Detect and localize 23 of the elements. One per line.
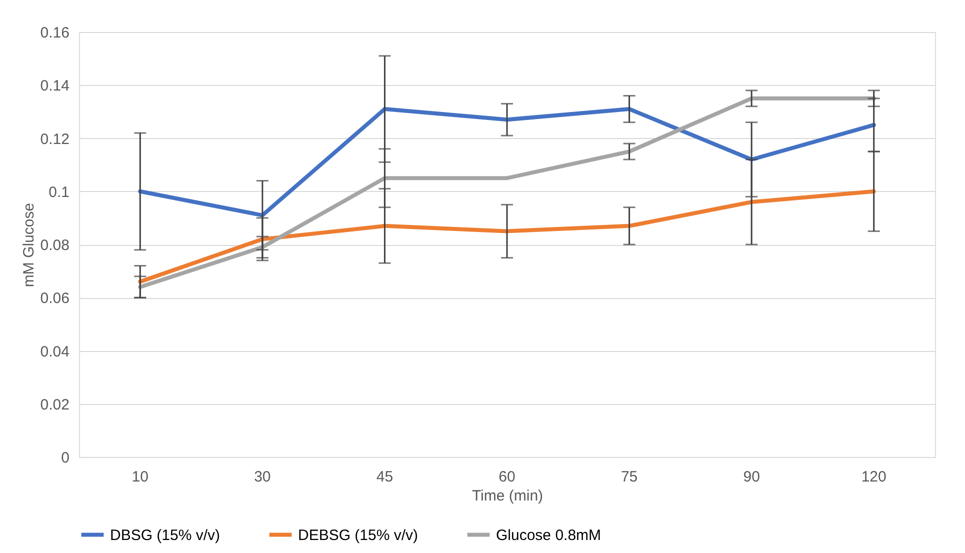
x-tick-label: 30 <box>254 468 271 486</box>
x-tick-label: 120 <box>861 468 886 486</box>
line-series <box>138 107 876 218</box>
legend-label: DBSG (15% v/v) <box>110 526 220 544</box>
y-tick-label: 0.1 <box>48 184 70 201</box>
x-tick-label: 75 <box>620 468 638 486</box>
x-tick-label: 60 <box>498 468 516 486</box>
x-axis-title: Time (min) <box>472 488 544 504</box>
x-tick-label: 10 <box>132 468 148 486</box>
x-tick-label: 45 <box>376 468 394 486</box>
y-tick-label: 0.04 <box>40 343 70 360</box>
legend-label: DEBSG (15% v/v) <box>298 526 418 544</box>
y-tick-label: 0.14 <box>40 78 70 95</box>
y-tick-label: 0 <box>61 450 70 466</box>
y-tick-label: 0.16 <box>40 24 70 42</box>
y-axis-title: mM Glucose <box>20 202 38 288</box>
y-tick-label: 0.02 <box>40 396 70 414</box>
y-tick-label: 0.08 <box>40 237 70 254</box>
y-tick-label: 0.12 <box>40 130 70 148</box>
y-tick-label: 0.06 <box>40 290 70 308</box>
x-tick-label: 90 <box>743 468 760 486</box>
line-series <box>138 189 876 284</box>
legend-label: Glucose 0.8mM <box>496 526 602 544</box>
